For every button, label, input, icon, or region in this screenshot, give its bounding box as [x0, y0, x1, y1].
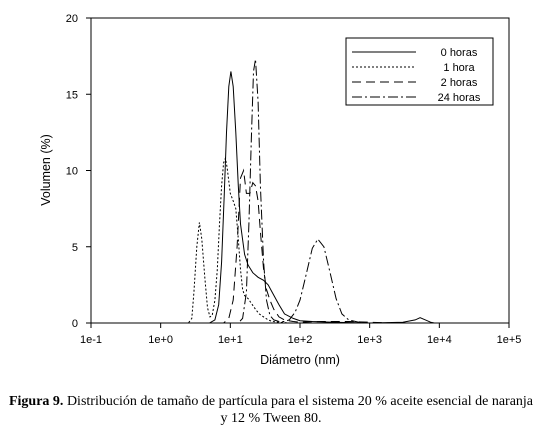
x-tick-label: 1e+2 [288, 334, 313, 346]
series-line-2 [132, 156, 435, 324]
x-axis-title: Diámetro (nm) [260, 353, 340, 367]
legend-label: 0 horas [441, 47, 478, 59]
legend-label: 2 horas [441, 77, 478, 89]
x-tick-label: 1e-1 [80, 334, 102, 346]
x-axis-ticks: 1e-1 1e+0 1e+1 1e+2 1e+3 1e+4 1e+5 [80, 323, 521, 346]
y-tick-label: 0 [72, 318, 78, 330]
x-tick-label: 1e+1 [218, 334, 243, 346]
x-tick-label: 1e+3 [357, 334, 382, 346]
y-axis-ticks: 0 5 10 15 20 [66, 13, 91, 330]
legend-label: 1 hora [443, 62, 475, 74]
caption-label: Figura 9. [8, 394, 64, 409]
x-tick-label: 1e+0 [148, 334, 173, 346]
y-axis-title: Volumen (%) [39, 134, 53, 206]
y-tick-label: 5 [72, 242, 78, 254]
figure-caption: Figura 9. Distribución de tamaño de part… [8, 393, 534, 427]
y-tick-label: 15 [66, 89, 78, 101]
series-line-1 [132, 71, 435, 324]
series-line-4 [132, 59, 435, 324]
legend: 0 horas 1 hora 2 horas 24 horas [345, 37, 494, 106]
series-layer [132, 59, 435, 324]
legend-box [345, 37, 494, 106]
x-tick-label: 1e+5 [497, 334, 522, 346]
y-tick-label: 20 [66, 13, 78, 25]
y-tick-label: 10 [66, 166, 78, 178]
caption-text: Distribución de tamaño de partícula para… [66, 394, 534, 426]
series-line-3 [132, 168, 435, 324]
x-tick-label: 1e+4 [427, 334, 452, 346]
legend-label: 24 horas [438, 92, 481, 104]
